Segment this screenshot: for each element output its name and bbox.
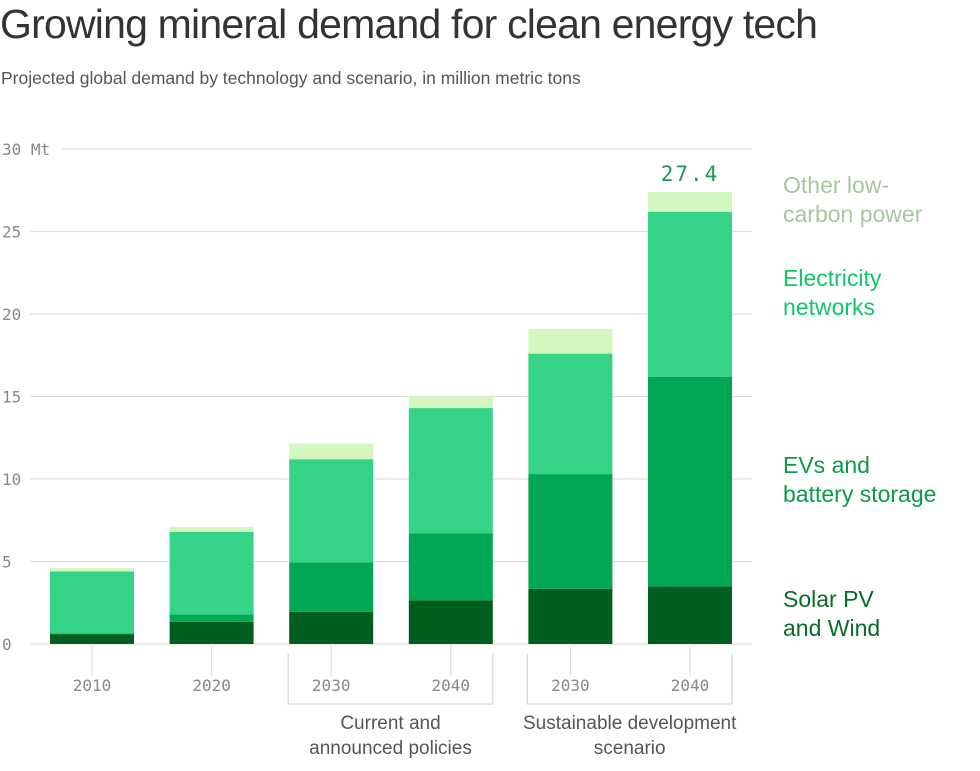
legend-label: battery storage [783, 481, 937, 507]
chart-title: Growing mineral demand for clean energy … [0, 1, 818, 47]
scenario-label: scenario [594, 738, 666, 759]
bar-stack [408, 396, 493, 644]
x-tick-label: 2030 [312, 676, 351, 695]
bar-segment [50, 568, 134, 572]
legend-item: EVs and battery storage [783, 451, 936, 509]
legend-label: EVs and [783, 452, 870, 478]
legend-label: Solar PV [783, 586, 874, 612]
bar-segment [50, 633, 134, 635]
bar-segment [528, 474, 613, 589]
bar-segment [528, 328, 613, 354]
y-tick-label: 5 [2, 553, 12, 572]
bar-segment [408, 408, 493, 534]
scenario-groups: Current and announced policies Sustainable… [287, 654, 737, 759]
bar-segment [169, 526, 254, 532]
legend-label: Electricity [783, 265, 882, 291]
bar-segment [648, 376, 732, 587]
bar-segment [408, 533, 493, 601]
x-tick-label: 2030 [551, 676, 590, 695]
x-tick-label: 2010 [73, 676, 112, 695]
bar-stack [528, 328, 613, 644]
bar-segment [289, 459, 374, 563]
bar-segment [648, 211, 732, 377]
bar-segment [528, 353, 613, 475]
bar-segment [50, 571, 134, 634]
x-tick-label: 2040 [432, 676, 471, 695]
bar-stack [289, 443, 374, 644]
bar-stack [648, 191, 732, 644]
x-tick-label: 2040 [671, 676, 710, 695]
legend-label: networks [783, 294, 876, 320]
bar-segment [50, 634, 134, 644]
y-tick-label: 25 [2, 223, 21, 242]
bar-segment [528, 588, 613, 644]
total-value-label: 27.4 [661, 162, 720, 186]
scenario-label: Sustainable development [523, 713, 737, 734]
bar-segment [648, 586, 732, 644]
bar-segment [289, 443, 374, 460]
y-tick-label: 10 [2, 470, 21, 489]
legend-item: Solar PV and Wind [783, 585, 880, 643]
scenario-bracket [287, 654, 494, 705]
legend-label: carbon power [783, 201, 923, 227]
bar-segment [648, 191, 732, 212]
bar-segment [169, 531, 254, 615]
y-tick-label: 20 [2, 305, 21, 324]
bar-segment [169, 621, 254, 644]
scenario-label: Current and [340, 713, 440, 734]
bar-segment [289, 562, 374, 612]
bar-segment [169, 614, 254, 622]
y-tick-label: 15 [2, 388, 21, 407]
scenario-label: announced policies [309, 738, 472, 759]
bar-segment [408, 396, 493, 409]
bar-stack [169, 526, 254, 644]
chart-subtitle: Projected global demand by technology an… [1, 68, 581, 88]
legend-label: and Wind [783, 615, 881, 641]
bar-segment [289, 611, 374, 644]
gridlines [30, 148, 752, 645]
annotations: 27.4 [661, 162, 720, 186]
scenario-bracket [526, 654, 733, 705]
y-tick-label: 30 Mt [2, 140, 50, 159]
x-tick-label: 2020 [192, 676, 231, 695]
y-axis-ticks: 0 5 10 15 20 25 30 Mt [2, 140, 50, 654]
legend-item: Electricity networks [783, 264, 881, 322]
bar-segment [408, 600, 493, 644]
legend-item: Other low-carbon power [783, 171, 922, 229]
bars [50, 191, 732, 644]
y-tick-label: 0 [2, 635, 12, 654]
bar-stack [50, 568, 134, 644]
x-axis-ticks: 2010 2020 2030 2040 2030 2040 [73, 646, 710, 695]
legend-label: Other low- [783, 172, 890, 198]
